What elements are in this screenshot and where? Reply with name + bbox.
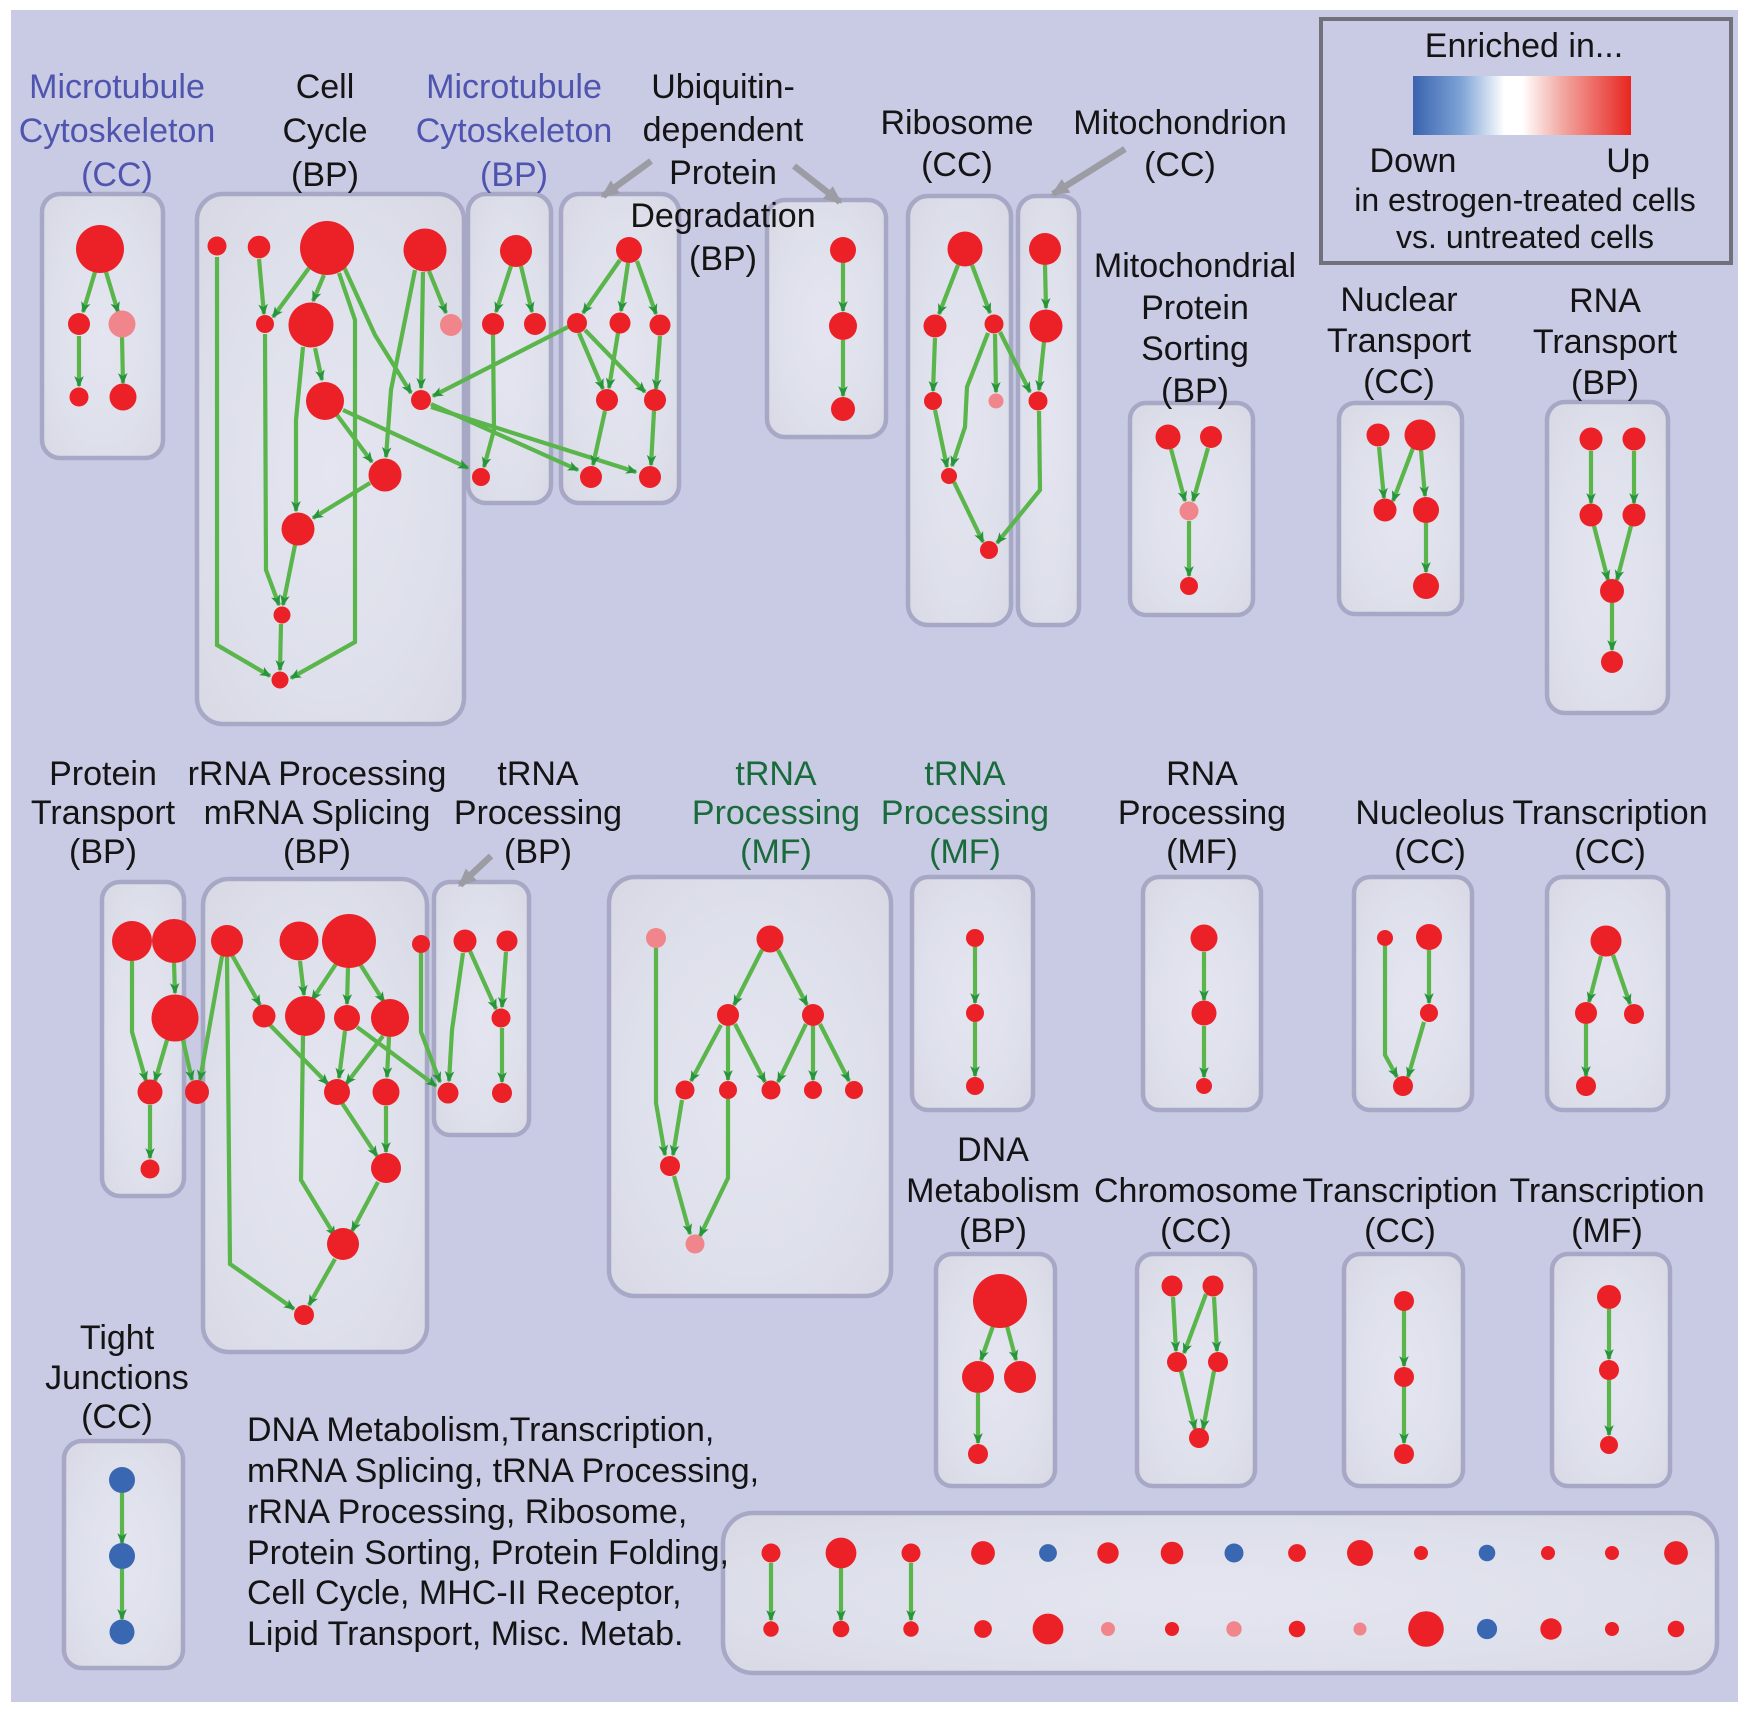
svg-text:(MF): (MF) (1166, 833, 1238, 871)
svg-text:(MF): (MF) (740, 833, 812, 871)
svg-text:Cycle: Cycle (282, 112, 367, 150)
svg-text:dependent: dependent (643, 111, 804, 149)
svg-text:Transport: Transport (1533, 323, 1678, 361)
svg-text:Enriched in...: Enriched in... (1425, 27, 1623, 65)
svg-text:Down: Down (1370, 142, 1457, 180)
svg-text:Transcription: Transcription (1509, 1172, 1704, 1210)
svg-text:(BP): (BP) (1571, 364, 1639, 402)
svg-text:Transport: Transport (31, 794, 176, 832)
svg-text:(CC): (CC) (1144, 146, 1216, 184)
svg-text:(BP): (BP) (689, 240, 757, 278)
svg-text:Processing: Processing (1118, 794, 1286, 832)
svg-text:(CC): (CC) (81, 156, 153, 194)
svg-text:Up: Up (1606, 142, 1649, 180)
svg-text:Nuclear: Nuclear (1340, 281, 1457, 319)
svg-text:(CC): (CC) (1363, 363, 1435, 401)
svg-text:Degradation: Degradation (630, 197, 815, 235)
svg-text:Ribosome: Ribosome (880, 104, 1033, 142)
svg-text:Lipid Transport, Misc. Metab.: Lipid Transport, Misc. Metab. (247, 1615, 684, 1653)
svg-text:Processing: Processing (692, 794, 860, 832)
svg-text:Microtubule: Microtubule (29, 68, 205, 106)
svg-text:Cytoskeleton: Cytoskeleton (416, 112, 613, 150)
svg-text:Transport: Transport (1327, 322, 1472, 360)
svg-text:rRNA Processing: rRNA Processing (188, 755, 447, 793)
svg-text:RNA: RNA (1569, 282, 1641, 320)
svg-text:Mitochondrial: Mitochondrial (1094, 247, 1296, 285)
svg-text:DNA: DNA (957, 1131, 1029, 1169)
svg-text:(BP): (BP) (69, 833, 137, 871)
svg-text:(CC): (CC) (921, 146, 993, 184)
svg-text:(BP): (BP) (291, 156, 359, 194)
svg-text:(MF): (MF) (929, 833, 1001, 871)
svg-text:tRNA: tRNA (735, 755, 817, 793)
svg-text:vs. untreated cells: vs. untreated cells (1396, 219, 1654, 255)
svg-text:(BP): (BP) (480, 156, 548, 194)
svg-text:Tight: Tight (80, 1319, 155, 1357)
svg-text:(BP): (BP) (283, 833, 351, 871)
svg-text:Transcription: Transcription (1512, 794, 1707, 832)
svg-text:(CC): (CC) (81, 1398, 153, 1436)
svg-text:RNA: RNA (1166, 755, 1238, 793)
svg-text:Mitochondrion: Mitochondrion (1073, 104, 1287, 142)
svg-text:(CC): (CC) (1160, 1212, 1232, 1250)
svg-text:Protein: Protein (669, 154, 777, 192)
svg-text:Nucleolus: Nucleolus (1355, 794, 1504, 832)
svg-text:Cytoskeleton: Cytoskeleton (19, 112, 216, 150)
svg-text:Metabolism: Metabolism (906, 1172, 1080, 1210)
svg-text:Ubiquitin-: Ubiquitin- (651, 68, 795, 106)
svg-text:Sorting: Sorting (1141, 330, 1249, 368)
svg-text:Transcription: Transcription (1302, 1172, 1497, 1210)
svg-text:tRNA: tRNA (497, 755, 579, 793)
svg-text:(MF): (MF) (1571, 1212, 1643, 1250)
svg-text:Cell: Cell (296, 68, 355, 106)
svg-text:(BP): (BP) (504, 833, 572, 871)
svg-text:Protein Sorting, Protein Foldi: Protein Sorting, Protein Folding, (247, 1534, 729, 1572)
svg-text:Protein: Protein (1141, 289, 1249, 327)
svg-text:(CC): (CC) (1364, 1212, 1436, 1250)
svg-text:(CC): (CC) (1394, 833, 1466, 871)
svg-text:tRNA: tRNA (924, 755, 1006, 793)
svg-text:Processing: Processing (454, 794, 622, 832)
svg-text:(BP): (BP) (1161, 372, 1229, 410)
svg-text:Processing: Processing (881, 794, 1049, 832)
svg-text:Chromosome: Chromosome (1094, 1172, 1298, 1210)
svg-text:mRNA Splicing, tRNA Processing: mRNA Splicing, tRNA Processing, (247, 1452, 759, 1490)
svg-text:DNA Metabolism,Transcription,: DNA Metabolism,Transcription, (247, 1411, 714, 1449)
svg-text:Cell Cycle, MHC-II Receptor,: Cell Cycle, MHC-II Receptor, (247, 1574, 682, 1612)
svg-text:mRNA Splicing: mRNA Splicing (204, 794, 431, 832)
svg-text:Microtubule: Microtubule (426, 68, 602, 106)
svg-text:(CC): (CC) (1574, 833, 1646, 871)
svg-text:(BP): (BP) (959, 1212, 1027, 1250)
svg-text:Junctions: Junctions (45, 1359, 189, 1397)
svg-text:in estrogen-treated cells: in estrogen-treated cells (1354, 182, 1696, 218)
svg-text:rRNA Processing, Ribosome,: rRNA Processing, Ribosome, (247, 1493, 687, 1531)
svg-text:Protein: Protein (49, 755, 157, 793)
